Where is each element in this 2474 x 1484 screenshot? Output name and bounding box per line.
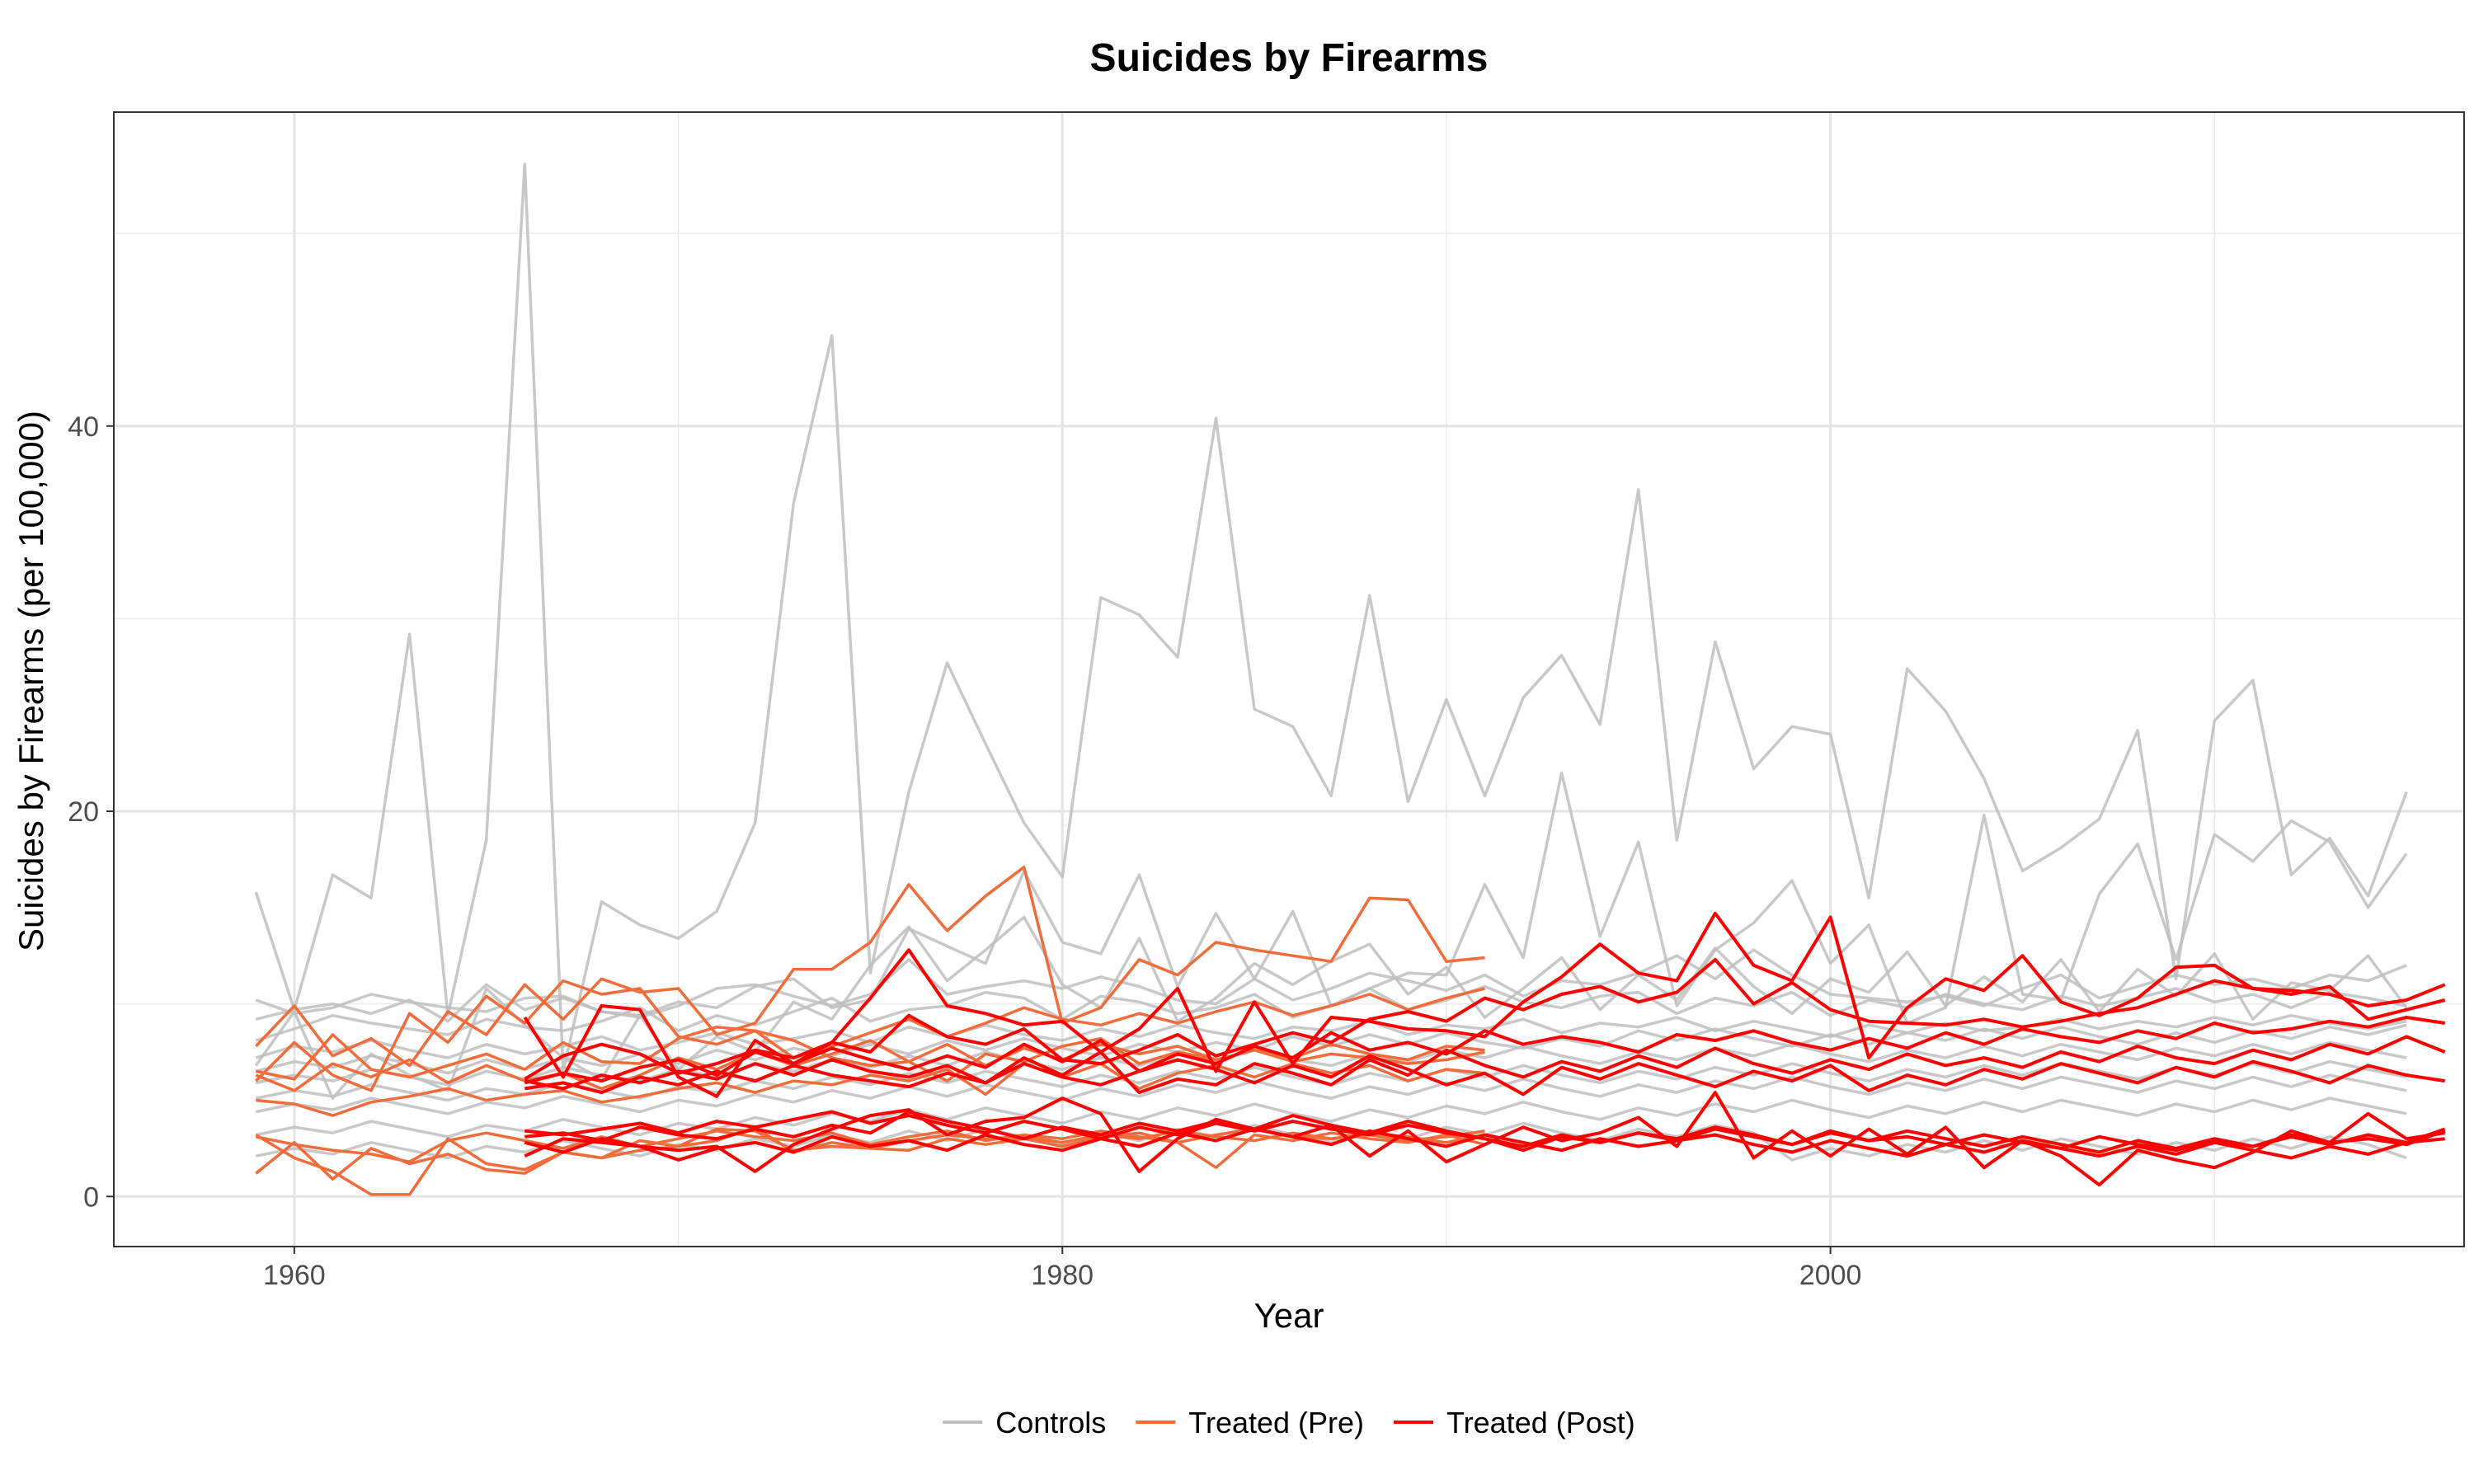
legend-label: Controls xyxy=(995,1406,1106,1439)
legend-item: Treated (Post) xyxy=(1394,1406,1635,1439)
y-tick-label: 0 xyxy=(83,1181,99,1213)
series-line-controls xyxy=(255,1073,2407,1115)
x-tick-label: 1980 xyxy=(1031,1260,1094,1291)
series-line-treated-pre xyxy=(255,979,1485,1092)
legend: Controls Treated (Pre) Treated (Post) xyxy=(943,1406,1635,1439)
series-line-treated-post xyxy=(524,1035,2446,1095)
legend-item: Treated (Pre) xyxy=(1136,1406,1364,1439)
series-line-controls xyxy=(254,162,2408,1073)
series-line-treated-post xyxy=(524,1127,2445,1162)
series-line-controls xyxy=(255,948,2407,1019)
y-axis-title: Suicides by Firearms (per 100,000) xyxy=(12,411,50,951)
axis-ticks: 1960 1980 2000 0 20 40 xyxy=(68,411,1861,1291)
plot-panel-border xyxy=(113,111,2465,1247)
legend-label: Treated (Post) xyxy=(1446,1406,1635,1439)
series-line-treated-post xyxy=(524,1110,2446,1154)
series-line-treated-pre xyxy=(255,987,1485,1081)
x-tick-label: 1960 xyxy=(263,1260,326,1291)
series-line-treated-pre xyxy=(255,866,1485,1068)
series-lines xyxy=(254,162,2446,1196)
legend-label: Treated (Pre) xyxy=(1188,1406,1364,1439)
series-line-treated-post xyxy=(524,1091,2445,1187)
series-line-controls xyxy=(255,1097,2407,1139)
x-tick-label: 2000 xyxy=(1799,1260,1862,1291)
series-line-treated-post xyxy=(524,1054,2445,1097)
series-line-treated-pre xyxy=(256,1062,1485,1117)
y-tick-label: 20 xyxy=(68,796,99,828)
legend-item: Controls xyxy=(943,1406,1106,1439)
x-axis-title: Year xyxy=(1254,1296,1324,1335)
chart-title: Suicides by Firearms xyxy=(1090,36,1489,80)
series-line-treated-post xyxy=(524,957,2446,1081)
series-line-treated-post xyxy=(523,911,2446,1098)
series-line-treated-post xyxy=(524,1016,2445,1085)
grid-lines xyxy=(114,112,2464,1247)
y-tick-label: 40 xyxy=(68,411,99,443)
